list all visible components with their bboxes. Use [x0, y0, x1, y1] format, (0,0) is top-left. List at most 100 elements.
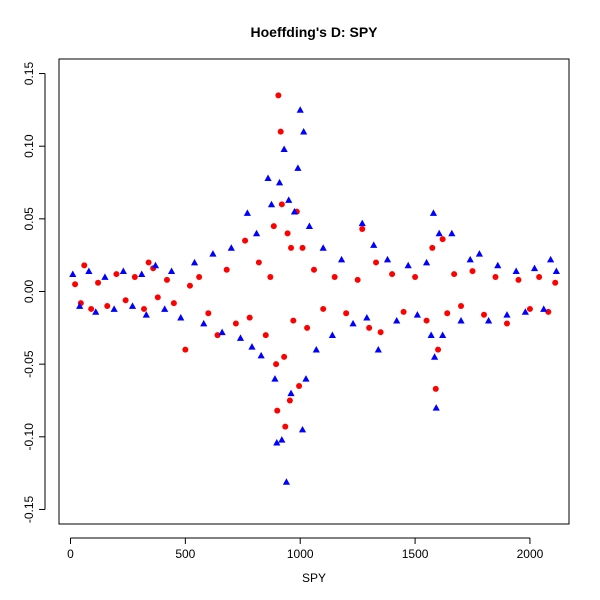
data-point: [270, 223, 277, 230]
data-point: [526, 305, 533, 312]
data-point: [128, 302, 137, 309]
x-axis: 0 500 1000 1500 2000: [67, 537, 544, 561]
data-point: [389, 271, 396, 278]
x-tick-label: 500: [175, 547, 195, 561]
data-point: [354, 276, 361, 283]
data-point: [267, 273, 274, 280]
data-point: [95, 279, 102, 286]
data-point: [282, 478, 291, 485]
data-point: [273, 439, 281, 446]
data-point: [374, 346, 382, 353]
series-blue-triangles: [69, 106, 560, 485]
data-point: [296, 382, 303, 389]
data-point: [278, 436, 286, 443]
data-point: [298, 425, 307, 433]
data-point: [274, 407, 281, 414]
data-point: [286, 397, 293, 404]
data-point: [252, 229, 261, 237]
data-point: [267, 200, 276, 208]
data-point: [439, 236, 446, 243]
data-point: [138, 270, 146, 277]
data-point: [246, 314, 253, 321]
data-point: [236, 334, 245, 341]
data-point: [69, 270, 77, 277]
y-tick-label: 0.10: [22, 134, 36, 158]
data-point: [305, 222, 314, 229]
data-point: [400, 308, 407, 315]
data-point: [349, 319, 357, 327]
data-point: [412, 273, 419, 280]
data-point: [142, 311, 150, 318]
data-point: [552, 267, 560, 275]
data-point: [299, 244, 306, 251]
data-point: [300, 128, 308, 135]
data-point: [196, 273, 203, 280]
data-point: [423, 317, 430, 324]
data-point: [431, 353, 439, 360]
y-axis: -0.15 -0.10 -0.05 0.00 0.05 0.10 0.15: [22, 62, 46, 523]
data-point: [255, 259, 262, 266]
data-point: [302, 375, 310, 382]
data-point: [110, 305, 118, 312]
data-point: [88, 305, 95, 312]
data-point: [92, 308, 100, 315]
data-point: [429, 244, 436, 251]
data-point: [363, 314, 371, 321]
data-point: [242, 237, 249, 244]
data-point: [119, 267, 127, 275]
data-point: [451, 271, 458, 278]
x-tick-label: 2000: [517, 547, 544, 561]
data-point: [343, 310, 350, 317]
data-point: [271, 375, 279, 382]
data-point: [170, 300, 177, 307]
data-point: [151, 261, 160, 269]
data-point: [370, 241, 378, 248]
x-tick-label: 1500: [402, 547, 429, 561]
data-point: [540, 305, 548, 312]
data-point: [448, 229, 456, 237]
data-point: [494, 261, 502, 269]
data-point: [277, 128, 284, 135]
data-point: [257, 351, 265, 359]
data-point: [290, 317, 297, 324]
data-point: [312, 346, 320, 353]
data-point: [432, 385, 439, 392]
data-point: [287, 389, 295, 397]
data-point: [503, 311, 511, 318]
data-point: [432, 404, 440, 411]
data-point: [141, 305, 147, 312]
data-point: [328, 331, 336, 338]
data-point: [209, 250, 217, 257]
data-point: [232, 320, 239, 327]
data-point: [484, 316, 493, 324]
data-point: [76, 302, 84, 309]
data-point: [547, 255, 555, 263]
data-point: [413, 311, 421, 318]
data-point: [284, 230, 291, 237]
y-tick-label: -0.10: [22, 423, 36, 451]
data-point: [104, 303, 111, 310]
data-point: [227, 244, 235, 251]
data-point: [290, 207, 299, 215]
data-point: [161, 305, 169, 312]
y-tick-label: 0.15: [22, 62, 36, 86]
data-point: [218, 328, 226, 336]
data-point: [131, 273, 138, 280]
data-point: [122, 297, 129, 304]
data-point: [366, 324, 373, 331]
data-point: [427, 331, 435, 338]
data-point: [458, 303, 465, 310]
data-point: [223, 266, 230, 273]
data-point: [469, 268, 476, 275]
data-point: [393, 316, 401, 324]
data-point: [296, 106, 304, 113]
plot-frame: [58, 58, 570, 525]
data-point: [72, 281, 79, 288]
data-point: [439, 331, 447, 338]
data-point: [275, 92, 282, 99]
data-point: [273, 361, 280, 368]
data-point: [154, 294, 161, 301]
data-point: [358, 219, 366, 227]
data-point: [337, 255, 346, 263]
